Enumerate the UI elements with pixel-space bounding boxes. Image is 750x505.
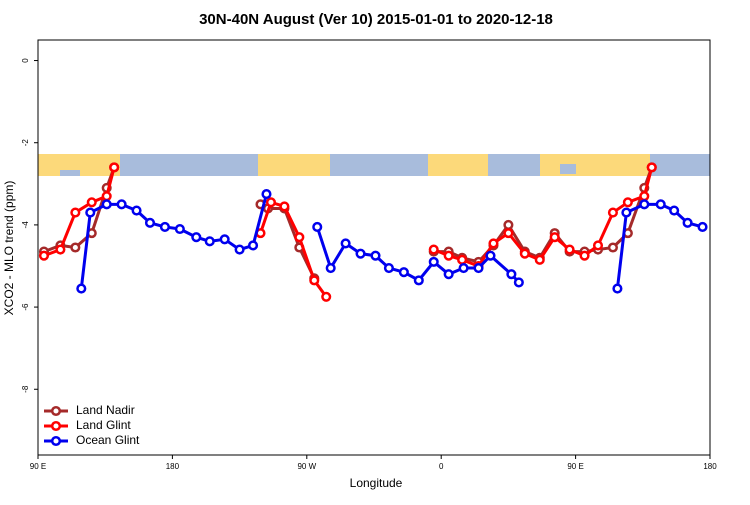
point <box>116 199 127 210</box>
point <box>428 256 439 267</box>
point <box>312 221 323 233</box>
y-tick-label: -8 <box>21 385 30 393</box>
point <box>159 221 170 233</box>
point <box>191 232 202 243</box>
point <box>549 232 560 243</box>
chart-title: 30N-40N August (Ver 10) 2015-01-01 to 20… <box>199 11 553 28</box>
point <box>309 275 320 286</box>
point <box>340 238 351 249</box>
x-tick-label: 90 E <box>567 462 583 471</box>
point <box>413 275 424 286</box>
point <box>485 250 496 261</box>
point <box>234 244 245 255</box>
legend-marker <box>50 405 62 417</box>
point <box>519 248 530 259</box>
point <box>503 228 514 239</box>
point <box>622 197 633 208</box>
legend-marker <box>50 420 62 432</box>
point <box>506 269 517 280</box>
point <box>564 244 575 255</box>
legend-label: Ocean Glint <box>76 433 140 447</box>
point <box>325 262 336 274</box>
point <box>355 248 366 259</box>
point <box>646 162 657 173</box>
x-axis-label: Longitude <box>350 476 403 490</box>
point <box>279 201 290 212</box>
point <box>101 199 112 210</box>
point <box>443 250 454 261</box>
map-strip <box>38 154 710 176</box>
point <box>534 254 545 265</box>
point <box>86 197 97 208</box>
legend-label: Land Nadir <box>76 403 135 417</box>
point <box>639 191 650 202</box>
x-tick-label: 180 <box>703 462 717 471</box>
point <box>321 291 332 302</box>
point <box>370 250 381 261</box>
point <box>144 217 156 228</box>
point <box>607 242 618 253</box>
legend-marker <box>50 435 62 447</box>
point <box>592 240 604 251</box>
x-tick-label: 0 <box>439 462 444 471</box>
point <box>85 207 96 218</box>
point <box>428 244 439 255</box>
point <box>655 199 666 210</box>
plot-frame <box>37 39 711 456</box>
y-tick-label: -2 <box>21 139 30 147</box>
point <box>261 189 272 200</box>
point <box>639 199 650 210</box>
point <box>398 267 409 278</box>
point <box>70 242 81 253</box>
x-tick-label: 90 W <box>297 462 316 471</box>
x-tick-label: 90 E <box>30 462 46 471</box>
point <box>38 250 50 261</box>
point <box>607 207 618 218</box>
point <box>697 221 708 233</box>
point <box>682 217 693 228</box>
legend-label: Land Glint <box>76 418 131 432</box>
point <box>457 254 468 265</box>
point <box>109 162 120 173</box>
y-tick-label: 0 <box>21 58 30 63</box>
point <box>174 223 185 235</box>
point <box>473 262 484 274</box>
point <box>503 219 514 230</box>
point <box>219 234 230 245</box>
point <box>204 236 215 247</box>
point <box>458 262 469 274</box>
point <box>265 197 277 208</box>
point <box>513 277 524 288</box>
point <box>612 283 623 294</box>
point <box>383 262 394 274</box>
point <box>488 238 499 249</box>
point <box>247 240 259 251</box>
point <box>76 283 87 294</box>
y-tick-label: -6 <box>21 303 30 311</box>
point <box>669 205 680 216</box>
x-tick-label: 180 <box>166 462 180 471</box>
point <box>579 250 590 261</box>
point <box>131 205 142 216</box>
point <box>70 207 81 218</box>
point <box>294 232 305 243</box>
y-axis-label: XCO2 - MLO trend (ppm) <box>2 181 16 316</box>
point <box>621 207 632 218</box>
point <box>55 244 66 255</box>
y-tick-label: -4 <box>21 221 30 229</box>
point <box>443 269 454 280</box>
point <box>101 191 112 202</box>
